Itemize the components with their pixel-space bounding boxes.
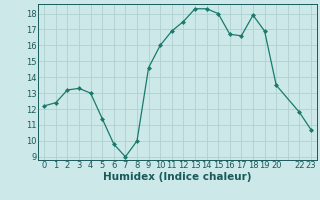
X-axis label: Humidex (Indice chaleur): Humidex (Indice chaleur) xyxy=(103,172,252,182)
